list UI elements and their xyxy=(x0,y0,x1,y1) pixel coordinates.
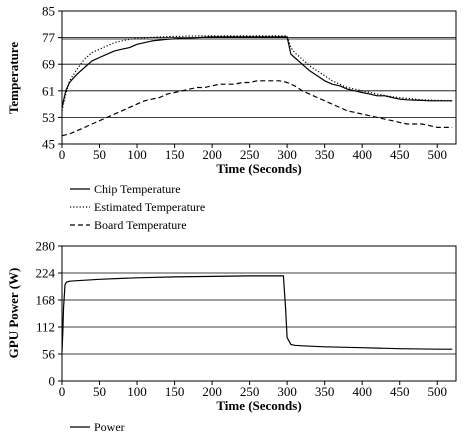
x-tick-label: 250 xyxy=(240,384,260,399)
x-tick-label: 0 xyxy=(59,384,66,399)
power-plot-frame xyxy=(61,245,457,382)
x-tick-label: 450 xyxy=(390,147,410,162)
power-y-ticks: 0 56 112 168 224 280 xyxy=(36,239,62,389)
x-tick-label: 150 xyxy=(165,147,185,162)
legend-label: Estimated Temperature xyxy=(94,200,205,214)
y-tick-label: 168 xyxy=(36,293,56,308)
x-tick-label: 100 xyxy=(127,384,147,399)
x-tick-label: 250 xyxy=(240,147,260,162)
x-tick-label: 450 xyxy=(390,384,410,399)
y-tick-label: 77 xyxy=(42,30,56,45)
y-tick-label: 45 xyxy=(42,137,55,152)
y-tick-label: 85 xyxy=(42,4,55,19)
temperature-y-axis-label: Temperature xyxy=(6,42,21,114)
x-tick-label: 500 xyxy=(427,384,447,399)
series-line-board-temperature xyxy=(61,80,453,137)
series-line-power xyxy=(61,275,453,353)
x-tick-label: 0 xyxy=(59,147,66,162)
power-legend: Power xyxy=(70,420,125,434)
y-tick-label: 56 xyxy=(42,347,56,362)
x-tick-label: 350 xyxy=(315,147,335,162)
y-tick-label: 280 xyxy=(36,239,56,254)
x-tick-label: 200 xyxy=(202,384,222,399)
y-tick-label: 69 xyxy=(42,57,55,72)
x-tick-label: 400 xyxy=(352,384,372,399)
power-x-ticks: 0 50 100 150 200 250 300 350 400 450 500 xyxy=(59,381,447,399)
y-tick-label: 224 xyxy=(36,266,56,281)
series-line-estimated-temperature xyxy=(61,35,453,111)
legend-label: Power xyxy=(94,420,125,434)
temperature-series xyxy=(61,35,453,137)
power-x-axis-label: Time (Seconds) xyxy=(216,398,301,413)
y-tick-label: 112 xyxy=(36,320,55,335)
temperature-gridlines xyxy=(62,10,456,145)
x-tick-label: 150 xyxy=(165,384,185,399)
legend-label: Board Temperature xyxy=(94,218,187,232)
power-gridlines xyxy=(62,245,456,382)
x-tick-label: 50 xyxy=(93,147,106,162)
x-tick-label: 100 xyxy=(127,147,147,162)
x-tick-label: 50 xyxy=(93,384,106,399)
temperature-y-ticks: 45 53 61 69 77 85 xyxy=(42,4,62,152)
x-tick-label: 350 xyxy=(315,384,335,399)
temperature-plot-frame xyxy=(61,10,457,145)
power-y-axis-label: GPU Power (W) xyxy=(6,268,21,359)
legend-label: Chip Temperature xyxy=(94,182,181,196)
y-tick-label: 61 xyxy=(42,83,55,98)
temperature-legend: Chip Temperature Estimated Temperature Boa… xyxy=(70,182,205,232)
y-tick-label: 53 xyxy=(42,110,55,125)
temperature-chart: 0 50 100 150 200 250 300 350 400 450 500 45 53 61 69 7… xyxy=(6,4,457,232)
x-tick-label: 200 xyxy=(202,147,222,162)
power-chart: 0 50 100 150 200 250 300 350 400 450 500 0 56 112 168… xyxy=(6,239,457,434)
x-tick-label: 300 xyxy=(277,384,297,399)
series-line-chip-temperature xyxy=(61,36,453,108)
y-tick-label: 0 xyxy=(49,374,56,389)
temperature-x-axis-label: Time (Seconds) xyxy=(216,161,301,176)
x-tick-label: 400 xyxy=(352,147,372,162)
power-series xyxy=(61,275,453,353)
temperature-x-ticks: 0 50 100 150 200 250 300 350 400 450 500 xyxy=(59,144,447,162)
x-tick-label: 300 xyxy=(277,147,297,162)
x-tick-label: 500 xyxy=(427,147,447,162)
